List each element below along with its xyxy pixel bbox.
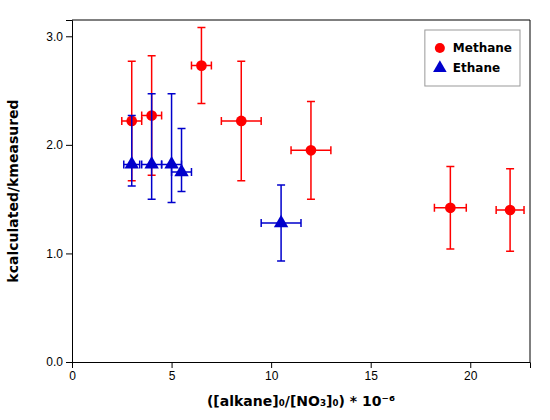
point bbox=[505, 205, 516, 216]
tick-label: 0 bbox=[69, 369, 76, 383]
legend-label: Methane bbox=[453, 41, 512, 55]
tick: 1.0 bbox=[46, 247, 72, 261]
point bbox=[306, 145, 317, 156]
x-axis-title: ([alkane]₀/[NO₃]₀) * 10⁻⁶ bbox=[207, 393, 395, 409]
tick-label: 2.0 bbox=[46, 138, 63, 152]
tick-mark bbox=[66, 36, 72, 37]
axis-line bbox=[73, 363, 531, 369]
tick-mark bbox=[172, 362, 173, 368]
tick-mark bbox=[66, 145, 72, 146]
tick: 0.0 bbox=[46, 355, 72, 369]
legend-symbol bbox=[435, 43, 445, 53]
tick: 0 bbox=[69, 362, 76, 383]
legend: Methane Ethane bbox=[425, 30, 520, 86]
tick-label: 1.0 bbox=[46, 247, 63, 261]
tick: 2.0 bbox=[46, 138, 72, 152]
y-error-bar bbox=[148, 94, 156, 199]
legend-frame bbox=[425, 30, 520, 86]
point bbox=[445, 202, 456, 213]
series bbox=[124, 94, 301, 261]
point bbox=[196, 60, 207, 71]
tick-mark bbox=[371, 362, 372, 368]
tick-mark bbox=[66, 362, 72, 363]
series bbox=[122, 28, 524, 252]
point bbox=[144, 156, 158, 168]
y-error-bar bbox=[168, 94, 176, 203]
tick-label: 0.0 bbox=[46, 355, 63, 369]
tick-mark bbox=[470, 362, 471, 368]
point bbox=[274, 215, 288, 227]
tick-label: 20 bbox=[464, 369, 478, 383]
plot: 0 5 10 15 20 0.0 1.0 2.0 3.0 Methane Ethane bbox=[46, 20, 530, 383]
y-error-bar bbox=[178, 129, 186, 192]
legend-label: Ethane bbox=[453, 61, 500, 75]
point bbox=[164, 156, 178, 168]
axis-line bbox=[66, 21, 73, 363]
frame-line bbox=[72, 20, 530, 21]
point bbox=[236, 116, 247, 127]
frame-line bbox=[530, 20, 531, 362]
tick-label: 3.0 bbox=[46, 30, 63, 44]
tick-label: 15 bbox=[365, 369, 379, 383]
tick: 15 bbox=[365, 362, 379, 383]
y-error-bar bbox=[128, 116, 136, 187]
chart: 0 5 10 15 20 0.0 1.0 2.0 3.0 Methane Ethane ([alkan… bbox=[0, 0, 550, 420]
tick: 20 bbox=[464, 362, 478, 383]
marks bbox=[122, 28, 524, 261]
legend-symbol bbox=[433, 60, 447, 72]
tick-mark bbox=[271, 362, 272, 368]
y-axis-title: kcalculated/kmeasured bbox=[5, 99, 21, 282]
y-axis: 0.0 1.0 2.0 3.0 bbox=[46, 21, 72, 370]
point bbox=[125, 156, 139, 168]
tick-label: 10 bbox=[265, 369, 279, 383]
tick: 3.0 bbox=[46, 30, 72, 44]
point bbox=[174, 164, 188, 176]
x-axis: 0 5 10 15 20 bbox=[69, 362, 530, 383]
tick: 5 bbox=[169, 362, 176, 383]
tick: 10 bbox=[265, 362, 279, 383]
tick-label: 5 bbox=[169, 369, 176, 383]
tick-mark bbox=[66, 253, 72, 254]
